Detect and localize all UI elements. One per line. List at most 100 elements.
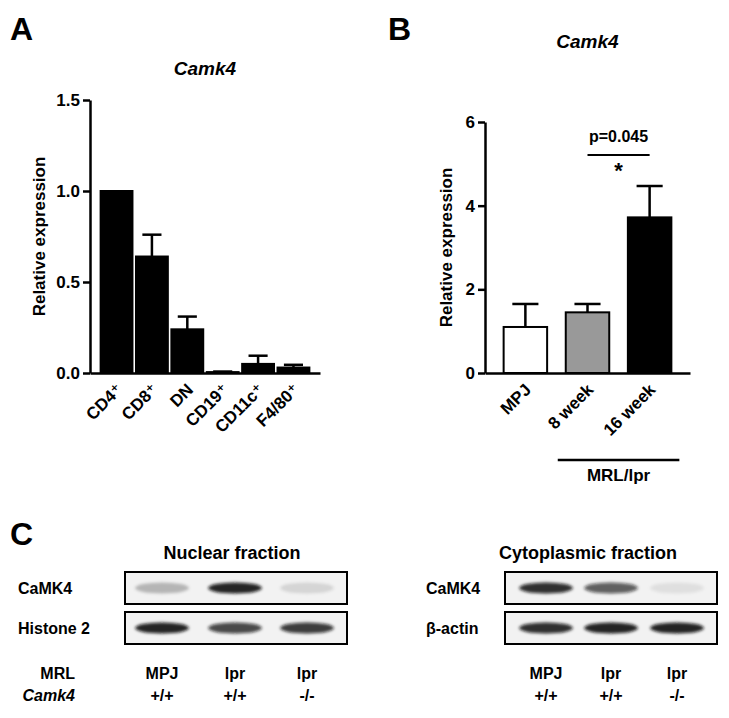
blot-band bbox=[208, 623, 262, 634]
y-tick: 0.0 bbox=[56, 364, 90, 383]
blot-strip bbox=[125, 572, 347, 604]
y-tick-mark bbox=[478, 121, 485, 124]
y-tick: 6 bbox=[466, 113, 485, 132]
y-tick: 1.5 bbox=[56, 91, 90, 110]
error-bar-stem bbox=[648, 186, 651, 217]
error-bar bbox=[249, 356, 268, 364]
x-axis: CD4⁺CD8⁺DNCD19⁺CD11c⁺F4/80⁺ bbox=[82, 373, 320, 437]
y-tick-mark bbox=[83, 281, 90, 284]
blot-band bbox=[135, 623, 189, 634]
error-bar bbox=[637, 186, 663, 217]
error-bar-stem bbox=[186, 317, 189, 330]
blot-band bbox=[584, 583, 638, 594]
error-bar bbox=[284, 365, 303, 368]
blot: Nuclear fractionCaMK4Histone 2MPJlprlpr+… bbox=[18, 543, 347, 704]
western-blot-panel: CMRLCamk4Nuclear fractionCaMK4Histone 2M… bbox=[10, 516, 717, 704]
y-tick-label: 1.5 bbox=[56, 91, 80, 110]
bars bbox=[101, 191, 310, 373]
y-axis-title: Relative expression bbox=[437, 168, 456, 328]
blot-band bbox=[208, 583, 262, 594]
error-bar-cap bbox=[574, 303, 600, 306]
lane-label: lpr bbox=[667, 665, 687, 682]
lane-label: -/- bbox=[669, 687, 684, 704]
y-tick-mark bbox=[83, 99, 90, 102]
panel-letter: B bbox=[388, 11, 411, 47]
x-tick: CD4⁺ bbox=[82, 373, 126, 424]
x-tick-label: CD11c⁺ bbox=[211, 380, 268, 437]
x-axis-line bbox=[91, 372, 321, 375]
group-label: MRL/lpr bbox=[587, 466, 651, 485]
error-bar-cap bbox=[512, 303, 538, 306]
bar bbox=[242, 364, 274, 373]
x-tick-label: CD8⁺ bbox=[118, 380, 162, 424]
y-tick-label: 2 bbox=[466, 280, 475, 299]
lane-label: +/+ bbox=[150, 687, 173, 704]
group-line bbox=[558, 459, 680, 462]
lane-row-header: MRL bbox=[40, 665, 75, 682]
blot: Cytoplasmic fractionCaMK4β-actinMPJlprlp… bbox=[426, 543, 717, 704]
bar bbox=[566, 312, 609, 373]
lane-label: lpr bbox=[601, 665, 621, 682]
x-tick: 16 week bbox=[600, 373, 660, 440]
error-bar-cap bbox=[142, 233, 161, 236]
bar bbox=[101, 191, 133, 373]
error-bar-stem bbox=[586, 304, 589, 312]
lane-label: +/+ bbox=[599, 687, 622, 704]
panel-letter: A bbox=[10, 11, 33, 47]
panel-1: B Camk4 0 2 4 6 MPJ8 week16 week Relative expre… bbox=[388, 11, 691, 485]
bar bbox=[136, 257, 168, 373]
x-axis: MPJ8 week16 week bbox=[486, 373, 691, 440]
bar bbox=[504, 327, 547, 373]
x-tick: CD8⁺ bbox=[118, 373, 162, 424]
error-bar-cap bbox=[178, 315, 197, 318]
y-tick-mark bbox=[83, 372, 90, 375]
x-tick: DN bbox=[166, 373, 197, 411]
lane-label: +/+ bbox=[534, 687, 557, 704]
blot-title: Nuclear fraction bbox=[163, 543, 300, 563]
error-bar bbox=[512, 304, 538, 327]
blot-strip bbox=[125, 612, 347, 644]
chart-title: Camk4 bbox=[174, 58, 237, 79]
x-tick-label: 16 week bbox=[600, 380, 660, 440]
x-tick: MPJ bbox=[497, 373, 535, 418]
blot-strip bbox=[505, 572, 717, 604]
annotation: p=0.045 bbox=[589, 128, 648, 145]
y-tick-mark bbox=[478, 372, 485, 375]
error-bar-cap bbox=[637, 185, 663, 188]
y-tick: 4 bbox=[466, 197, 485, 216]
y-axis-line bbox=[89, 101, 92, 374]
y-tick-mark bbox=[478, 289, 485, 292]
y-tick: 1.0 bbox=[56, 182, 90, 201]
lane-label: lpr bbox=[297, 665, 317, 682]
y-tick: 0.5 bbox=[56, 273, 90, 292]
y-tick-label: 0.0 bbox=[56, 364, 80, 383]
y-tick-label: 0.5 bbox=[56, 273, 80, 292]
lane-label: MPJ bbox=[146, 665, 179, 682]
y-tick-label: 1.0 bbox=[56, 182, 80, 201]
blot-title: Cytoplasmic fraction bbox=[499, 543, 677, 563]
x-tick: CD11c⁺ bbox=[211, 373, 268, 437]
blot-band bbox=[135, 583, 189, 594]
bars bbox=[504, 186, 672, 373]
significance-bracket bbox=[588, 154, 650, 156]
blot-band bbox=[519, 623, 573, 634]
chart-title: Camk4 bbox=[556, 31, 619, 52]
y-tick: 0 bbox=[466, 364, 485, 383]
bar bbox=[278, 368, 310, 373]
x-tick: 8 week bbox=[544, 373, 597, 433]
error-bar bbox=[574, 304, 600, 312]
lane-label: lpr bbox=[225, 665, 245, 682]
annotation: * bbox=[614, 158, 623, 183]
y-axis-title: Relative expression bbox=[30, 157, 49, 317]
bar bbox=[628, 217, 671, 373]
x-tick-label: MPJ bbox=[497, 380, 535, 418]
x-axis-line bbox=[486, 372, 691, 375]
error-bar-cap bbox=[284, 364, 303, 367]
error-bar bbox=[178, 317, 197, 330]
y-tick-label: 0 bbox=[466, 364, 475, 383]
error-bar-stem bbox=[524, 304, 527, 327]
lane-label: -/- bbox=[299, 687, 314, 704]
lane-row-header: Camk4 bbox=[23, 687, 76, 704]
lane-label: +/+ bbox=[223, 687, 246, 704]
blot-band bbox=[650, 623, 704, 634]
